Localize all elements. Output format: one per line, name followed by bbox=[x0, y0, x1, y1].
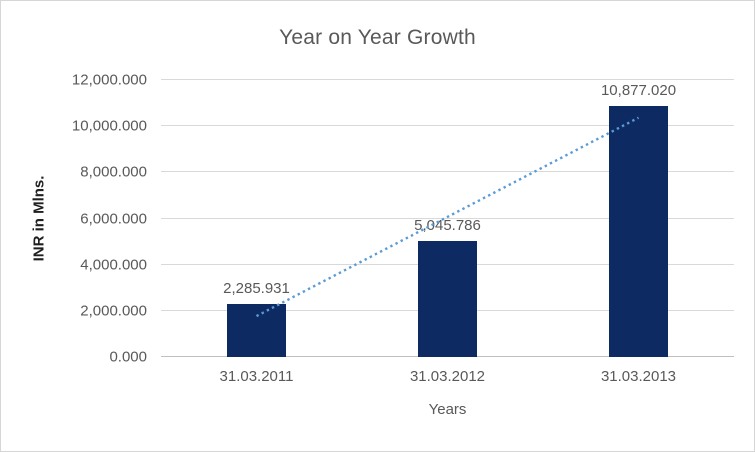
data-label: 2,285.931 bbox=[223, 280, 290, 298]
gridline bbox=[161, 79, 734, 80]
y-tick-label: 6,000.000 bbox=[80, 210, 147, 227]
x-tick-label: 31.03.2012 bbox=[409, 368, 486, 385]
y-tick-label: 2,000.000 bbox=[80, 302, 147, 320]
data-label: 5,045.786 bbox=[414, 216, 481, 234]
bar-31.03.2013 bbox=[609, 105, 668, 357]
y-tick-label: 0.000 bbox=[109, 348, 147, 366]
chart-title: Year on Year Growth bbox=[279, 26, 476, 49]
trendline bbox=[255, 116, 640, 318]
y-tick-label: 12,000.000 bbox=[71, 71, 147, 89]
bar-31.03.2011 bbox=[227, 304, 286, 357]
y-tick-label: 10,000.000 bbox=[71, 117, 147, 135]
data-label: 10,877.020 bbox=[600, 81, 677, 99]
x-tick-label: 31.03.2013 bbox=[600, 368, 677, 385]
gridline bbox=[161, 171, 734, 173]
y-tick-label: 4,000.000 bbox=[80, 256, 147, 274]
x-axis-ticks: 31.03.2011 31.03.2012 31.03.2013 bbox=[161, 368, 734, 385]
x-axis-title: Years bbox=[428, 401, 467, 418]
plot-area: 2,285.931 5,045.786 10,877.020 bbox=[161, 79, 734, 357]
gridline bbox=[161, 125, 734, 127]
bar-31.03.2012 bbox=[418, 240, 477, 357]
x-tick-label: 31.03.2011 bbox=[219, 368, 294, 385]
y-axis-ticks: 0.000 2,000.000 4,000.000 6,000.000 8,000.00… bbox=[1, 72, 147, 366]
y-tick-label: 8,000.000 bbox=[80, 163, 147, 181]
